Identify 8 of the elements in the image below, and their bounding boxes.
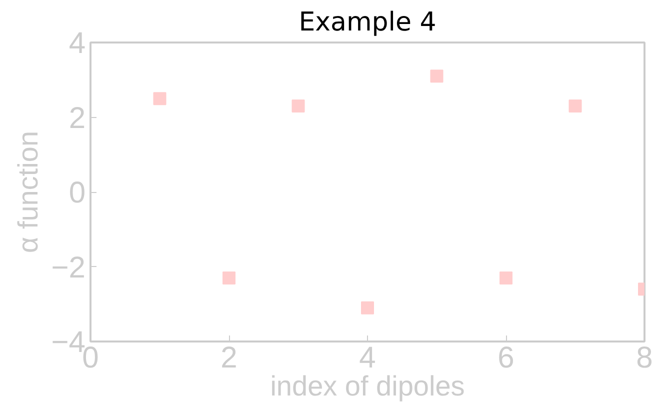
point [292, 100, 305, 113]
point [153, 92, 166, 106]
chart-title: Example 4 [298, 8, 436, 38]
point [430, 70, 444, 83]
point [568, 100, 582, 113]
point [222, 271, 236, 284]
point [361, 301, 374, 314]
point [500, 271, 512, 284]
